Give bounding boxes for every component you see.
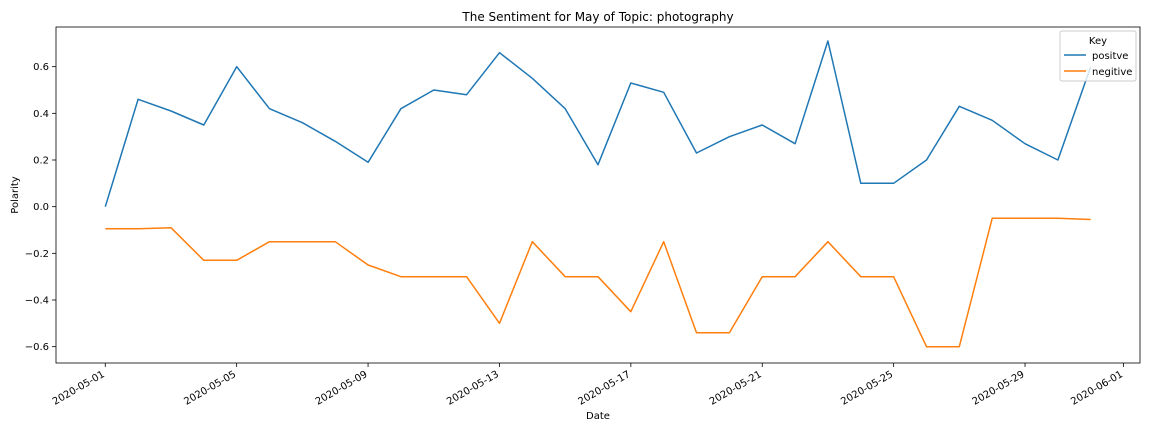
y-tick-label: −0.6 — [25, 342, 49, 353]
plot-area — [55, 26, 1141, 364]
y-axis: 0.6 0.4 0.2 0.0 −0.2 −0.4 −0.6 — [25, 62, 56, 353]
x-axis-label: Date — [586, 411, 610, 422]
y-tick-label: 0.2 — [33, 156, 49, 167]
series-layer — [104, 40, 1092, 348]
legend-label-positve: positve — [1092, 51, 1128, 62]
legend-label-negitive: negitive — [1092, 67, 1132, 78]
y-tick-label: −0.4 — [25, 296, 49, 307]
y-tick-label: 0.6 — [33, 62, 49, 73]
chart-title: The Sentiment for May of Topic: photogra… — [461, 10, 733, 24]
plot-frame — [55, 26, 1141, 364]
y-axis-label: Polarity — [10, 176, 21, 214]
y-tick-label: −0.2 — [25, 249, 49, 260]
legend: Key positve negitive — [1059, 30, 1137, 82]
series-line-positve — [104, 40, 1092, 207]
y-tick-label: 0.0 — [33, 202, 49, 213]
series-line-negitive — [105, 217, 1091, 348]
legend-title: Key — [1089, 36, 1107, 47]
y-tick-label: 0.4 — [33, 109, 49, 120]
legend-frame — [1059, 30, 1137, 82]
